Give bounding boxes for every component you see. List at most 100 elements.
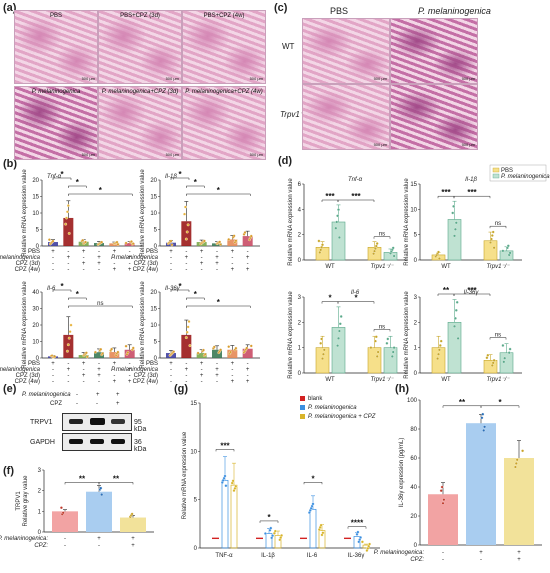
- bar: [227, 239, 238, 246]
- sign: +: [517, 557, 521, 563]
- data-point: [453, 324, 456, 328]
- data-point: [223, 474, 227, 478]
- data-point: [439, 339, 443, 343]
- sign: -: [64, 543, 66, 549]
- sig-label: *: [328, 294, 332, 303]
- panel-c-col-pm: P. melaninogenica: [418, 6, 491, 16]
- y-label: Relative mRNA expression value: [288, 291, 294, 379]
- sign: +: [246, 267, 250, 273]
- sig-label: *: [194, 290, 198, 299]
- he-image-c: 500 μm: [390, 84, 478, 150]
- he-image: P. melaninogenica 500 μm: [14, 86, 98, 160]
- data-point: [65, 210, 69, 214]
- bar: [315, 247, 330, 261]
- x-tick-label: WT: [441, 377, 451, 383]
- data-point: [515, 458, 519, 462]
- data-point: [66, 204, 70, 208]
- sign: +: [215, 373, 219, 379]
- chart-title: Il-36γ: [464, 290, 480, 296]
- sig-label: *: [194, 178, 198, 187]
- data-point: [360, 540, 364, 544]
- y-tick-label: 40: [32, 290, 39, 296]
- data-point: [186, 223, 190, 227]
- sign: -: [98, 361, 100, 367]
- y-tick-label: 6: [298, 182, 302, 188]
- sig-label: *: [99, 186, 103, 195]
- sig-label: **: [113, 474, 120, 483]
- sign: -: [67, 267, 69, 273]
- sign: -: [52, 379, 54, 385]
- data-point: [437, 352, 440, 356]
- sig-label: *: [60, 170, 64, 179]
- he-image: PBS 500 μm: [14, 10, 98, 84]
- x-tick-label: Trpv1⁻/⁻: [371, 377, 395, 383]
- sign: -: [170, 367, 172, 373]
- data-point: [218, 240, 222, 244]
- sign: +: [246, 255, 250, 261]
- y-label: Relative mRNA expression value: [140, 281, 146, 369]
- sign: -: [170, 373, 172, 379]
- data-point: [170, 243, 174, 247]
- legend-swatch: [492, 173, 500, 179]
- scale-bar: 500 μm: [461, 76, 475, 81]
- y-tick-label: 4: [298, 207, 302, 213]
- sign: +: [67, 255, 71, 261]
- data-point: [437, 348, 441, 352]
- row-label: P. melaninogenica:: [0, 536, 48, 542]
- y-label: Relative mRNA expression value: [22, 281, 28, 369]
- sign: -: [98, 543, 100, 549]
- sign: +: [113, 379, 117, 385]
- sign: +: [131, 543, 135, 549]
- sign: -: [170, 379, 172, 385]
- bar: [109, 352, 120, 358]
- sign: -: [67, 261, 69, 267]
- data-point: [65, 216, 68, 220]
- data-point: [337, 208, 340, 212]
- sign: -: [201, 367, 203, 373]
- data-point: [322, 348, 326, 352]
- y-tick-label: 10: [32, 211, 39, 217]
- data-point: [486, 353, 490, 357]
- legend-label: P. melaninogenica: [501, 174, 550, 180]
- bar: [242, 348, 253, 358]
- he-image-c: 500 μm: [302, 18, 390, 84]
- row-label: PBS: [28, 361, 40, 367]
- panel-f-chart: 0 1 2 3 ** ** TRPV1 Relative gray value P. melan…: [0, 468, 154, 549]
- bar: [431, 347, 446, 374]
- data-point: [85, 355, 89, 359]
- data-point: [51, 239, 55, 243]
- panel-label-g: (g): [174, 383, 189, 395]
- data-point: [219, 243, 223, 246]
- panel-c-col-pbs: PBS: [330, 6, 349, 16]
- data-point: [492, 246, 496, 250]
- data-point: [64, 222, 68, 226]
- data-point: [508, 251, 512, 255]
- row-label: CPZ (3d): [16, 373, 40, 379]
- sign: -: [129, 261, 131, 267]
- data-point: [492, 358, 496, 362]
- data-point: [453, 316, 457, 320]
- data-point: [374, 244, 378, 248]
- panel-label-f: (f): [3, 465, 14, 477]
- sign: -: [247, 249, 249, 255]
- data-point: [436, 357, 440, 361]
- sig-label: ***: [220, 441, 230, 450]
- sign: +: [215, 261, 219, 267]
- sign: +: [169, 249, 173, 255]
- sign: +: [97, 536, 101, 542]
- sig-label: ***: [467, 286, 477, 295]
- y-label: Relative mRNA expression value: [22, 169, 28, 257]
- sign: +: [128, 267, 132, 273]
- data-point: [187, 320, 191, 323]
- sign: +: [97, 373, 101, 379]
- data-point: [373, 339, 377, 343]
- sign: +: [200, 361, 204, 367]
- e-sign: +: [116, 392, 120, 398]
- scale-bar: 500 μm: [81, 152, 95, 157]
- sign: -: [185, 361, 187, 367]
- panel-label-d: (d): [278, 155, 293, 167]
- sig-label: *: [178, 282, 182, 291]
- bar: [483, 360, 498, 374]
- sign: -: [185, 261, 187, 267]
